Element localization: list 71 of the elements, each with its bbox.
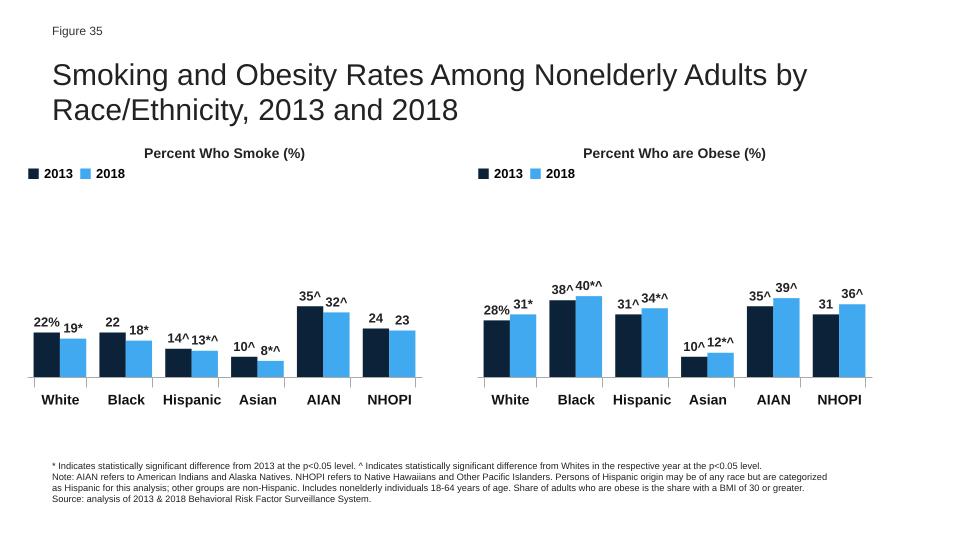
x-tick-label: Asian (238, 392, 277, 408)
bar (812, 314, 840, 377)
text: Note: AIAN refers to American Indians and Alaska Natives. NHOPI refers to Native Hawaiians and Other Pacific Islanders. Persons of Hispanic origin may be of any race but are categorized as Hispanic for this analysis; other groups are non-Hispanic. Includes nonelderly individuals 18-64 years of age. Share of adults who are obese is the share with a BMI of 30 or greater. (52, 472, 828, 494)
x-tick-label: AIAN (756, 392, 791, 408)
source-note: Source: analysis of 2013 & 2018 Behavioral Risk Factor Surveillance System. (52, 494, 372, 505)
bar (484, 320, 510, 377)
chart-title: Percent Who Smoke (%) (144, 145, 306, 161)
legend-label: 2013 (494, 166, 523, 181)
x-tick-label: Hispanic (612, 392, 672, 408)
bar (296, 306, 324, 377)
data-label: 35^ (749, 288, 772, 304)
data-label: 22% (34, 314, 60, 330)
bar (362, 328, 390, 377)
legend-label: 2018 (96, 166, 125, 181)
x-tick-label: NHOPI (817, 392, 862, 408)
bar (576, 296, 602, 377)
bar (549, 300, 576, 377)
data-label: 12*^ (707, 334, 735, 350)
bar (231, 356, 258, 377)
legend-label: 2018 (546, 166, 575, 181)
data-label: 34*^ (641, 290, 669, 306)
x-tick-label: Black (108, 392, 146, 408)
data-label: 23 (395, 312, 410, 328)
data-label: 39^ (775, 280, 798, 296)
bar (126, 340, 152, 377)
x-tick-label: White (41, 392, 80, 408)
bar (839, 304, 866, 377)
bar (192, 350, 218, 377)
x-tick-label: AIAN (306, 392, 341, 408)
x-tick-label: White (491, 392, 530, 408)
bar (510, 314, 536, 377)
bar (323, 312, 350, 377)
bar (60, 338, 86, 377)
bar (34, 332, 60, 377)
data-label: 31 (818, 296, 834, 312)
data-label: 31* (513, 296, 534, 312)
chart-title: Percent Who are Obese (%) (583, 145, 766, 161)
x-tick-label: Black (558, 392, 596, 408)
legend-label: 2013 (44, 166, 73, 181)
caption: Figure 35 (52, 24, 103, 38)
bar (615, 314, 642, 377)
data-label: 10^ (683, 338, 706, 354)
data-label: 28% (484, 302, 510, 318)
data-label: 19* (63, 320, 84, 336)
data-label: 36^ (841, 286, 864, 302)
data-label: 10^ (233, 338, 256, 354)
text: Smoking and Obesity Rates Among Nonelderly Adults by Race/Ethnicity, 2013 and 2018 (52, 58, 808, 128)
x-tick-label: Asian (688, 392, 727, 408)
bar (681, 356, 708, 377)
data-label: 31^ (617, 296, 640, 312)
bar (707, 352, 734, 377)
bar (642, 308, 668, 377)
text: * Indicates statistically significant difference from 2013 at the p<0.05 level. ^ Indicates statistically significant difference from Whites in the respective year at the p<0.05 level. (52, 461, 763, 472)
data-label: 38^ (552, 282, 574, 298)
bar (773, 298, 800, 377)
data-label: 14^ (167, 330, 190, 346)
data-label: 24 (368, 310, 384, 326)
data-label: 18* (129, 322, 150, 338)
x-tick-label: NHOPI (367, 392, 412, 408)
data-label: 13*^ (191, 332, 219, 348)
data-label: 22 (105, 314, 120, 330)
bar (165, 348, 192, 377)
x-tick-label: Hispanic (162, 392, 222, 408)
bar (257, 360, 284, 377)
data-label: 35^ (299, 288, 322, 304)
data-label: 32^ (325, 294, 348, 310)
bar (389, 330, 416, 377)
data-label: 8*^ (260, 342, 281, 358)
data-label: 40*^ (575, 278, 603, 294)
bar (746, 306, 774, 377)
bar (99, 332, 126, 377)
